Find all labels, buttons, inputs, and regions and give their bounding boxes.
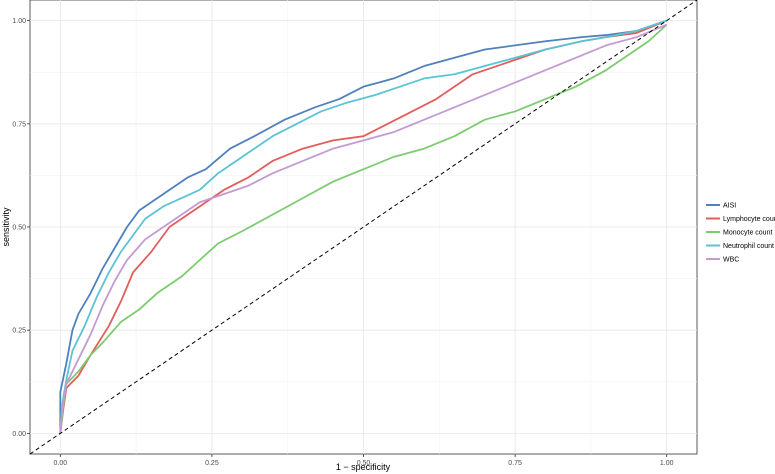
- x-tick-label: 0.50: [357, 460, 371, 467]
- y-tick-label: 0.25: [12, 328, 26, 335]
- legend-label-aisi: AISI: [723, 203, 736, 210]
- x-axis-title: 1 − specificity: [336, 462, 391, 472]
- y-tick-label: 0.00: [12, 431, 26, 438]
- x-tick-label: 0.00: [54, 460, 68, 467]
- legend: AISI Lymphocyte count Monocyte count Neutro…: [706, 203, 775, 264]
- reference-diagonal-line: [29, 0, 698, 455]
- grid-lines: [30, 0, 697, 454]
- y-tick-label: 1.00: [12, 18, 26, 25]
- axis-ticks: 0.00 0.25 0.50 0.75 1.00 0.00 0.25 0.50 0.75 1.00: [12, 18, 673, 467]
- legend-label-monocyte-count: Monocyte count: [723, 230, 772, 237]
- y-axis-title: sensitivity: [1, 207, 11, 247]
- y-tick-label: 0.75: [12, 121, 26, 128]
- series-line-neutrophil-count: [59, 19, 667, 434]
- series-line-lymphocyte-count: [59, 19, 668, 434]
- x-tick-label: 0.25: [205, 460, 219, 467]
- x-tick-label: 1.00: [660, 460, 674, 467]
- legend-label-wbc: WBC: [723, 257, 739, 264]
- series-layer: [59, 19, 668, 434]
- legend-label-lymphocyte-count: Lymphocyte count: [723, 216, 775, 223]
- legend-label-neutrophil-count: Neutrophil count: [723, 243, 774, 250]
- y-tick-label: 0.50: [12, 225, 26, 232]
- series-line-aisi: [59, 19, 667, 434]
- x-tick-label: 0.75: [508, 460, 522, 467]
- series-line-monocyte-count: [59, 24, 668, 434]
- series-line-wbc: [59, 23, 668, 434]
